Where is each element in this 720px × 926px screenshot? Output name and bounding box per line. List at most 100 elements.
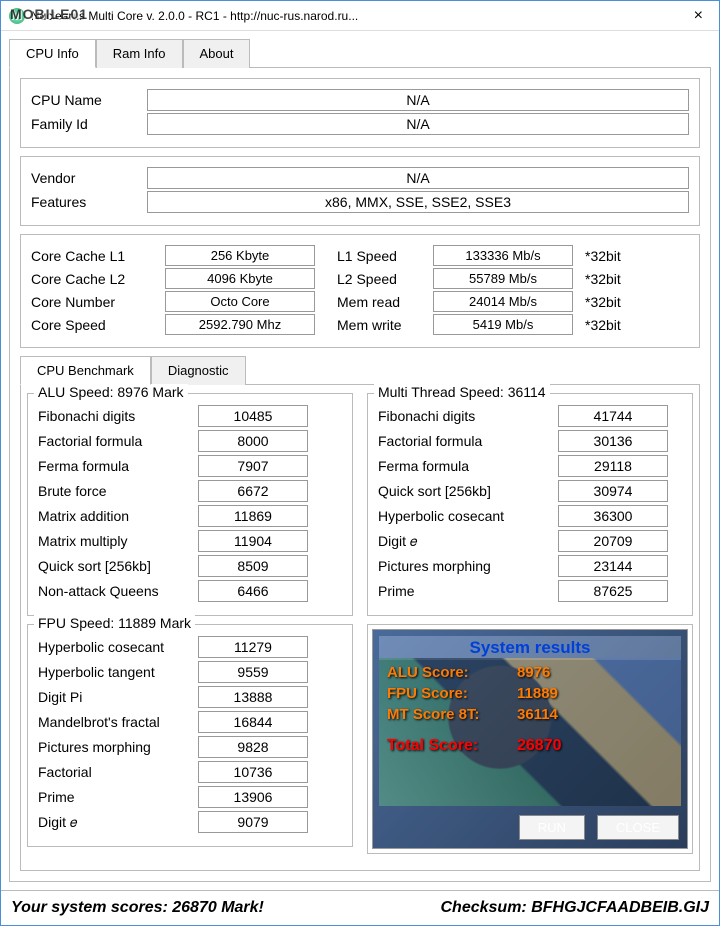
mt-value: 30974 <box>558 480 668 502</box>
tab-about[interactable]: About <box>183 39 251 68</box>
fpu-label: Pictures morphing <box>38 739 198 755</box>
fpu-value: 10736 <box>198 761 308 783</box>
fpu-label: Mandelbrot's fractal <box>38 714 198 730</box>
tab-cpu-info[interactable]: CPU Info <box>9 39 96 68</box>
mt-value: 23144 <box>558 555 668 577</box>
mt-score-value: 36114 <box>517 706 558 723</box>
alu-value: 10485 <box>198 405 308 427</box>
alu-value: 8000 <box>198 430 308 452</box>
family-id-value: N/A <box>147 113 689 135</box>
fpu-label: Digit Pi <box>38 689 198 705</box>
fpu-label: Prime <box>38 789 198 805</box>
results-title: System results <box>379 636 681 660</box>
tabs-top: CPU Info Ram Info About <box>9 39 711 68</box>
fpu-score-label: FPU Score: <box>387 685 517 702</box>
fpu-label: Digit 𝑒 <box>38 814 198 831</box>
alu-label: Fibonachi digits <box>38 408 198 424</box>
alu-label: Matrix multiply <box>38 533 198 549</box>
mt-score-label: MT Score 8T: <box>387 706 517 723</box>
mt-label: Prime <box>378 583 558 599</box>
memwrite-label: Mem write <box>337 317 427 333</box>
cpu-id-group: CPU Name N/A Family Id N/A <box>20 78 700 148</box>
features-label: Features <box>31 194 141 210</box>
family-id-label: Family Id <box>31 116 141 132</box>
fpu-value: 13888 <box>198 686 308 708</box>
l2speed-value: 55789 Mb/s <box>433 268 573 289</box>
l1speed-value: 133336 Mb/s <box>433 245 573 266</box>
alu-label: Factorial formula <box>38 433 198 449</box>
alu-group: ALU Speed: 8976 Mark Fibonachi digits104… <box>27 393 353 616</box>
vendor-label: Vendor <box>31 170 141 186</box>
alu-value: 6672 <box>198 480 308 502</box>
vendor-value: N/A <box>147 167 689 189</box>
total-score-value: 26870 <box>517 737 562 755</box>
memread-label: Mem read <box>337 294 427 310</box>
alu-value: 7907 <box>198 455 308 477</box>
mt-label: Pictures morphing <box>378 558 558 574</box>
close-button[interactable]: CLOSE <box>597 815 679 840</box>
mt-legend: Multi Thread Speed: 36114 <box>374 384 550 400</box>
features-value: x86, MMX, SSE, SSE2, SSE3 <box>147 191 689 213</box>
footer: Your system scores: 26870 Mark! Checksum… <box>1 890 719 925</box>
bit-tag: *32bit <box>585 317 621 333</box>
fpu-score-value: 11889 <box>517 685 558 702</box>
bit-tag: *32bit <box>585 271 621 287</box>
mt-value: 20709 <box>558 530 668 552</box>
mt-value: 87625 <box>558 580 668 602</box>
alu-label: Ferma formula <box>38 458 198 474</box>
titlebar: Nuclearus Multi Core v. 2.0.0 - RC1 - ht… <box>1 1 719 31</box>
bit-tag: *32bit <box>585 294 621 310</box>
mt-group: Multi Thread Speed: 36114 Fibonachi digi… <box>367 393 693 616</box>
l2-value: 4096 Kbyte <box>165 268 315 289</box>
main-window: Nuclearus Multi Core v. 2.0.0 - RC1 - ht… <box>0 0 720 926</box>
fpu-legend: FPU Speed: 11889 Mark <box>34 615 195 631</box>
mt-label: Fibonachi digits <box>378 408 558 424</box>
alu-score-value: 8976 <box>517 664 550 681</box>
fpu-label: Factorial <box>38 764 198 780</box>
corenum-label: Core Number <box>31 294 159 310</box>
mt-value: 29118 <box>558 455 668 477</box>
corespd-value: 2592.790 Mhz <box>165 314 315 335</box>
close-icon[interactable]: × <box>686 7 711 25</box>
cpu-name-value: N/A <box>147 89 689 111</box>
mt-label: Factorial formula <box>378 433 558 449</box>
alu-value: 11904 <box>198 530 308 552</box>
fpu-value: 16844 <box>198 711 308 733</box>
fpu-label: Hyperbolic cosecant <box>38 639 198 655</box>
tab-diagnostic[interactable]: Diagnostic <box>151 356 246 385</box>
l1-label: Core Cache L1 <box>31 248 159 264</box>
cpu-vendor-group: Vendor N/A Features x86, MMX, SSE, SSE2, S… <box>20 156 700 226</box>
l1speed-label: L1 Speed <box>337 248 427 264</box>
alu-label: Brute force <box>38 483 198 499</box>
memread-value: 24014 Mb/s <box>433 291 573 312</box>
mt-label: Hyperbolic cosecant <box>378 508 558 524</box>
alu-value: 6466 <box>198 580 308 602</box>
results-group: System results ALU Score:8976 FPU Score:… <box>367 624 693 854</box>
corespd-label: Core Speed <box>31 317 159 333</box>
benchmark-panel: ALU Speed: 8976 Mark Fibonachi digits104… <box>20 384 700 871</box>
fpu-value: 9079 <box>198 811 308 833</box>
run-button[interactable]: RUN <box>519 815 585 840</box>
footer-checksum: Checksum: BFHGJCFAADBEIB.GIJ <box>441 899 710 917</box>
fpu-value: 9559 <box>198 661 308 683</box>
mt-label: Quick sort [256kb] <box>378 483 558 499</box>
tab-cpu-benchmark[interactable]: CPU Benchmark <box>20 356 151 385</box>
fpu-group: FPU Speed: 11889 Mark Hyperbolic cosecan… <box>27 624 353 847</box>
results-box: System results ALU Score:8976 FPU Score:… <box>372 629 688 849</box>
total-score-label: Total Score: <box>387 737 517 755</box>
alu-score-label: ALU Score: <box>387 664 517 681</box>
fpu-value: 9828 <box>198 736 308 758</box>
l2-label: Core Cache L2 <box>31 271 159 287</box>
alu-value: 8509 <box>198 555 308 577</box>
tab-ram-info[interactable]: Ram Info <box>96 39 183 68</box>
cpu-name-label: CPU Name <box>31 92 141 108</box>
l2speed-label: L2 Speed <box>337 271 427 287</box>
mt-label: Ferma formula <box>378 458 558 474</box>
alu-label: Non-attack Queens <box>38 583 198 599</box>
tabs-bottom: CPU Benchmark Diagnostic <box>20 356 700 385</box>
alu-legend: ALU Speed: 8976 Mark <box>34 384 188 400</box>
mt-value: 30136 <box>558 430 668 452</box>
core-group: Core Cache L1256 Kbyte L1 Speed133336 Mb… <box>20 234 700 348</box>
mt-value: 41744 <box>558 405 668 427</box>
alu-label: Quick sort [256kb] <box>38 558 198 574</box>
